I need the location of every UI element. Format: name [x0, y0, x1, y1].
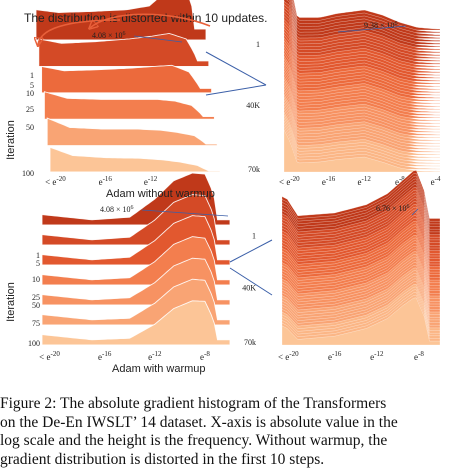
- x-tick-label: < e-20: [279, 175, 300, 187]
- y-tick-label: 50: [26, 123, 34, 132]
- histogram-layer-iter-25: [44, 92, 214, 120]
- histogram-figure-svg: 1 5 10 25 50 100 Iteration < e-20 e-16 e-12 e-8 4.0…: [0, 0, 465, 392]
- peak-value-label: 9.38 × 106: [364, 21, 398, 30]
- panel-adam-warmup-right: 1 40K 70k < e-20 e-16 e-12 e-8 6.76 × 106: [242, 170, 440, 362]
- y-tick-label: 10: [32, 275, 40, 284]
- x-tick-label: e-4: [431, 175, 441, 187]
- y-tick-label: 40K: [246, 101, 260, 110]
- panel-adam-no-warmup-right: 1 40K 70k < e-20 e-16 e-12 e-8 e-4 9.38 × 106: [246, 0, 441, 187]
- connector-bottom-upper: [230, 240, 272, 262]
- caption-line: gradient distribution is distorted in th…: [0, 451, 465, 470]
- caption-line: on the De-En IWSLT’ 14 dataset. X-axis i…: [0, 414, 465, 433]
- x-tick-label: e-8: [414, 350, 424, 362]
- group-label-warmup: Adam with warmup: [112, 363, 206, 375]
- y-tick-label: 1: [256, 40, 260, 49]
- connector-top-lower: [206, 85, 266, 95]
- peak-value-label: 4.08 × 106: [100, 205, 134, 214]
- x-tick-label: < e-20: [278, 350, 299, 362]
- x-tick-label: e-12: [370, 350, 384, 362]
- x-tick-label: e-16: [322, 175, 336, 187]
- distortion-annotation: The distribution is distorted within 10 …: [24, 11, 267, 25]
- y-tick-label: 25: [26, 105, 34, 114]
- y-tick-label: 70k: [244, 338, 256, 347]
- y-axis-label: Iteration: [5, 282, 17, 322]
- y-tick-label: 50: [32, 301, 40, 310]
- y-axis-label: Iteration: [5, 120, 17, 160]
- y-tick-label: 100: [22, 169, 34, 178]
- figure-caption: Figure 2: The absolute gradient histogra…: [0, 395, 465, 469]
- x-tick-label: e-12: [148, 350, 162, 362]
- y-tick-label: 70k: [248, 165, 260, 174]
- y-tick-label: 10: [26, 89, 34, 98]
- y-tick-label: 1: [30, 71, 34, 80]
- x-tick-label: e-12: [358, 175, 372, 187]
- y-tick-label: 75: [32, 319, 40, 328]
- x-tick-label: < e-20: [45, 175, 66, 187]
- connector-top-upper: [206, 52, 266, 85]
- histogram-layer-iter-50: [47, 118, 217, 146]
- x-tick-label: e-16: [99, 175, 113, 187]
- y-tick-label: 40K: [242, 284, 256, 293]
- x-tick-label: < e-20: [39, 350, 60, 362]
- histogram-layer-iter-100: [50, 147, 220, 172]
- x-tick-label: e-8: [200, 350, 210, 362]
- y-tick-label: 100: [28, 339, 40, 348]
- x-tick-label: e-16: [98, 350, 112, 362]
- peak-value-label: 4.08 × 106: [92, 31, 126, 40]
- caption-line: log scale and the height is the frequenc…: [0, 432, 465, 451]
- x-tick-label: e-16: [328, 350, 342, 362]
- caption-line: Figure 2: The absolute gradient histogra…: [0, 395, 465, 414]
- group-label-no-warmup: Adam without warmup: [106, 188, 215, 200]
- histogram-layer-iter-10: [42, 65, 212, 93]
- x-tick-label: e-12: [144, 175, 158, 187]
- y-tick-label: 5: [36, 259, 40, 268]
- peak-value-label: 6.76 × 106: [376, 204, 410, 213]
- y-tick-label: 1: [252, 232, 256, 241]
